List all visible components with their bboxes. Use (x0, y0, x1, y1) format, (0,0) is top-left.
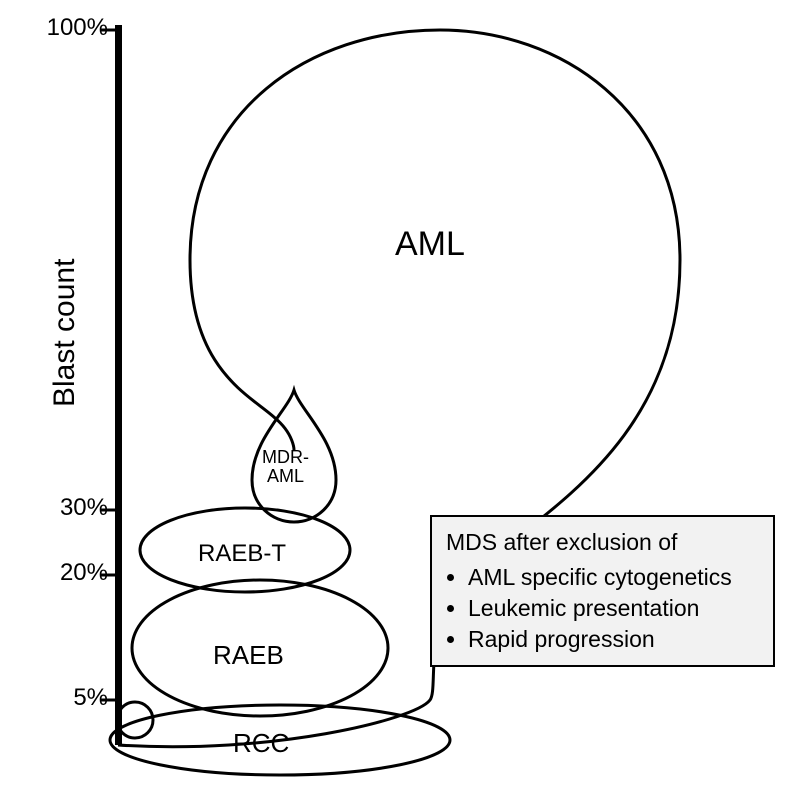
raebt-label: RAEB-T (198, 540, 286, 568)
info-box-title: MDS after exclusion of (446, 527, 759, 558)
raeb-label: RAEB (213, 640, 284, 671)
tick-20: 20% (30, 559, 108, 587)
mdr-aml-label: MDR-AML (262, 448, 309, 486)
info-box: MDS after exclusion of AML specific cyto… (430, 515, 775, 667)
info-box-item: AML specific cytogenetics (468, 562, 759, 593)
aml-label: AML (395, 225, 465, 264)
tick-100: 100% (30, 14, 108, 42)
info-box-list: AML specific cytogeneticsLeukemic presen… (446, 562, 759, 655)
y-axis-label: Blast count (48, 207, 82, 407)
info-box-item: Leukemic presentation (468, 593, 759, 624)
info-box-item: Rapid progression (468, 624, 759, 655)
diagram-root: Blast count 100% 30% 20% 5% AML MDR-AML … (0, 0, 789, 787)
tick-30: 30% (30, 494, 108, 522)
rcc-label: RCC (233, 728, 289, 759)
tick-5: 5% (30, 684, 108, 712)
y-axis-line (115, 25, 122, 745)
